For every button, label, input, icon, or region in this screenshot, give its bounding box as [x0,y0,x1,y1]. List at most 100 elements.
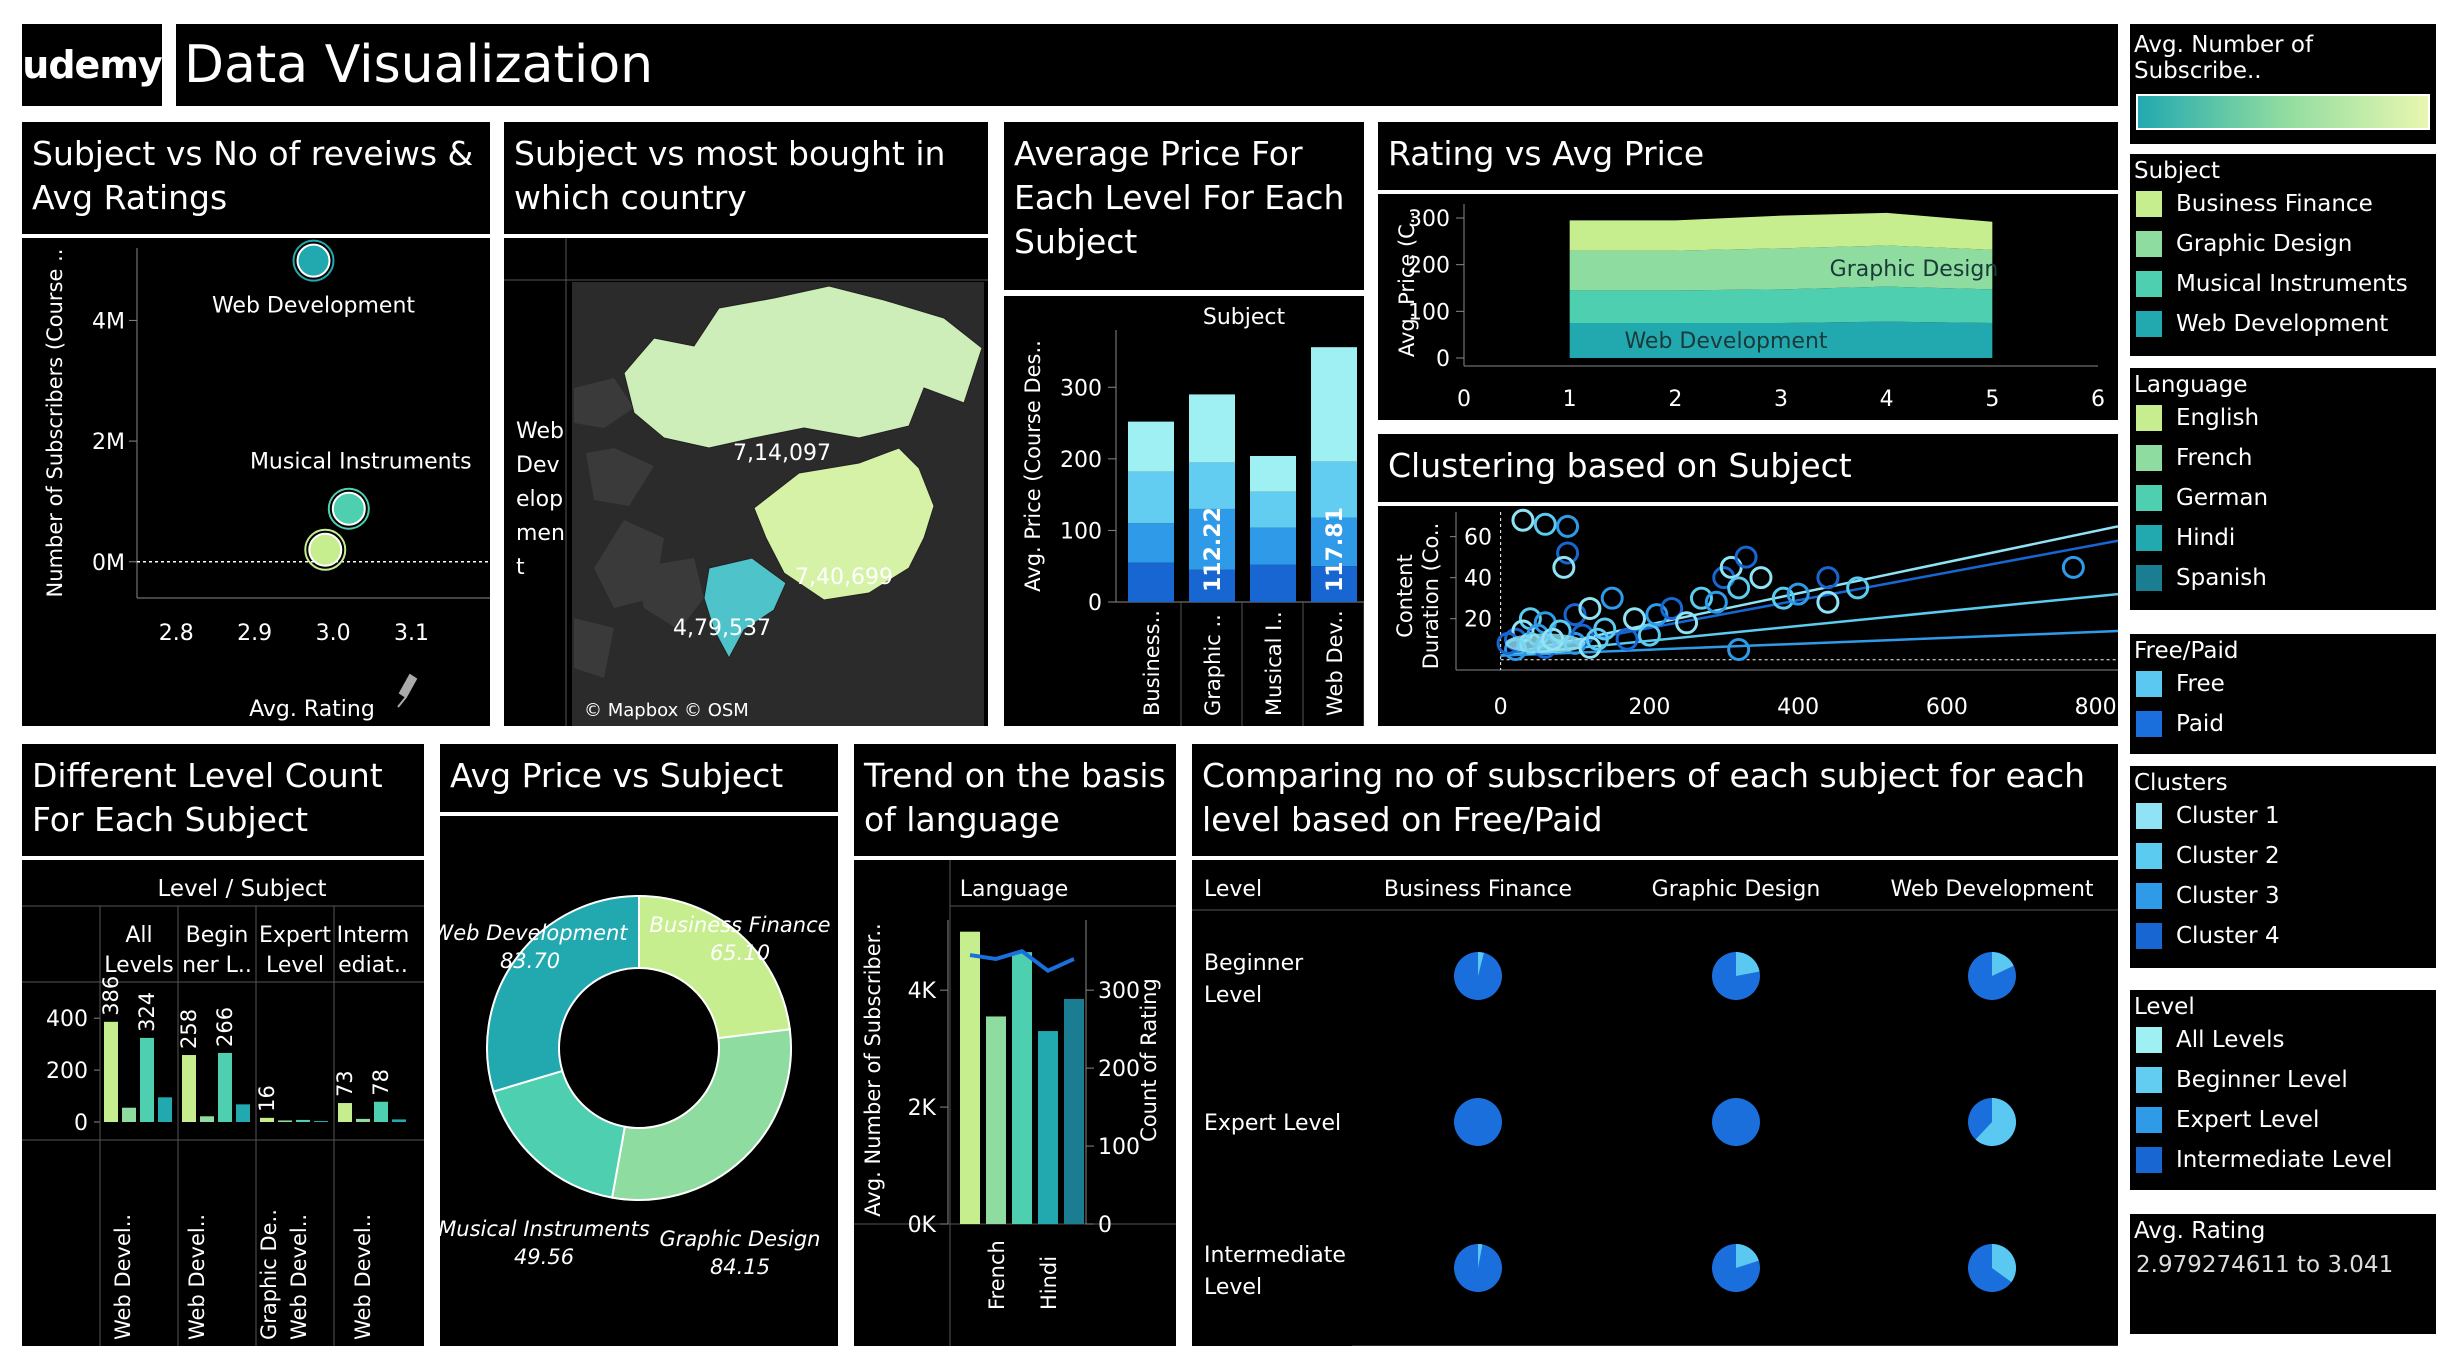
language-legend-item[interactable]: English [2130,398,2436,438]
header-panel: Data Visualization [176,24,2118,106]
rating-filter[interactable]: Avg. Rating 2.979274611 to 3.041 [2130,1214,2436,1334]
x-tick-label: Business.. [1140,610,1164,716]
scatter-chart-panel: 0M 2M 4M 2.8 2.9 3.0 3.1 Avg. Rating Number of S… [22,238,490,726]
level-bar [296,1119,310,1122]
y-axis-title: Content [1393,554,1417,638]
cluster-point [1556,541,1580,565]
language-legend-item[interactable]: German [2130,478,2436,518]
column-header: Business Finance [1384,877,1572,902]
y-tick-label: 4M [92,309,125,334]
donut-chart: Business Finance 65.10 Graphic Design 84.15… [440,894,831,1279]
row-label: Beginner [1204,951,1304,976]
cluster-point [1511,508,1535,532]
swatch [2136,445,2162,471]
stacked-bar-segment [1250,455,1296,492]
x-tick-label: 0 [1494,695,1508,720]
clusters-legend-item[interactable]: Cluster 1 [2130,796,2436,836]
y-tick-label: 0M [92,551,125,576]
y2-tick-label: 0 [1098,1213,1112,1238]
rating-price-chart: 0 100 200 300 0 1 2 3 4 5 6 Avg. Price (C.. Graphic … [1395,204,2105,412]
level-legend-item[interactable]: Intermediate Level [2130,1140,2436,1180]
clusters-legend-item[interactable]: Cluster 3 [2130,876,2436,916]
cluster-point [1771,586,1795,610]
pie-paid [1454,1098,1502,1146]
freepaid-legend-item[interactable]: Paid [2130,704,2436,744]
rating-filter-title: Avg. Rating [2134,1218,2266,1244]
level-legend-item[interactable]: Beginner Level [2130,1060,2436,1100]
clusters-legend-item[interactable]: Cluster 4 [2130,916,2436,956]
trend-chart: Language 0K 2K 4K 0 100 200 300 Avg. Number of S… [854,860,1176,1346]
scatter-point-halo [304,528,347,571]
row-label: Web [516,419,564,444]
trend-title-panel: Trend on the basis of language [854,744,1176,856]
data-label: 78 [369,1069,393,1096]
pin-icon [397,673,418,708]
subject-legend-item[interactable]: Business Finance [2130,184,2436,224]
legend-label: Musical Instruments [2176,271,2408,297]
language-legend-item[interactable]: Spanish [2130,558,2436,598]
swatch [2136,803,2162,829]
level-bar [338,1103,352,1122]
y2-tick-label: 100 [1098,1135,1140,1160]
swatch [2136,923,2162,949]
avgprice-title: Average Price For Each Level For Each Su… [1014,134,1345,261]
subject-legend-title: Subject [2134,158,2220,184]
legend-label: Business Finance [2176,191,2373,217]
level-legend-item[interactable]: Expert Level [2130,1100,2436,1140]
stacked-bar-segment [1311,566,1357,602]
y-axis-title: Number of Subscribers (Course .. [43,249,67,598]
cluster-point [1615,627,1639,651]
trend-line [1500,539,2118,657]
x-tick-label: Graphic .. [1201,614,1225,716]
level-bar [218,1052,232,1122]
language-legend-item[interactable]: Hindi [2130,518,2436,558]
language-legend: Language English French German Hindi Spa… [2130,368,2436,610]
map-title: Subject vs most bought in which country [514,134,946,217]
y-tick-label: 0K [908,1213,937,1238]
pie-paid [1712,1098,1760,1146]
level-legend-item[interactable]: All Levels [2130,1020,2436,1060]
legend-label: All Levels [2176,1027,2285,1053]
x-tick-label: 600 [1926,695,1968,720]
legend-label: Free [2176,671,2225,697]
level-bar [356,1118,370,1122]
map-land-other [574,378,664,678]
freepaid-legend-item[interactable]: Free [2130,664,2436,704]
subject-legend-item[interactable]: Web Development [2130,304,2436,344]
pie-free [1736,1244,1759,1268]
y-tick-label: 200 [46,1059,88,1084]
donut-chart-panel: Business Finance 65.10 Graphic Design 84.15… [440,816,838,1346]
donut-slice [610,1028,792,1201]
y-tick-label: 0 [1088,591,1102,616]
y-tick-label: 100 [1060,519,1102,544]
y-tick-label: 100 [1408,300,1450,325]
column-header: Web Development [1890,877,2093,902]
group-label: Begin [186,923,249,948]
trend-chart-panel: Language 0K 2K 4K 0 100 200 300 Avg. Number of S… [854,860,1176,1346]
subject-legend-item[interactable]: Musical Instruments [2130,264,2436,304]
cluster-point [2061,555,2085,579]
legend-label: Graphic Design [2176,231,2353,257]
data-label: 16 [255,1085,279,1112]
x-tick-label: 0 [1457,387,1471,412]
pie-free [1992,952,2014,976]
avgprice-chart: Subject 0 100 200 300 Avg. Price (Course Des.… [1021,305,1364,726]
subject-legend-item[interactable]: Graphic Design [2130,224,2436,264]
subject-label: Web Devel.. [287,1214,311,1340]
level-header: Level [1204,877,1262,902]
column-header: Graphic Design [1652,877,1821,902]
level-bar [374,1101,388,1122]
clusters-legend-title: Clusters [2134,770,2228,796]
level-header: Level / Subject [157,876,326,902]
compare-title-panel: Comparing no of subscribers of each subj… [1192,744,2118,856]
region-value: 7,40,699 [795,565,893,590]
y-axis-title: Avg. Price (C.. [1395,211,1419,357]
clusters-legend-item[interactable]: Cluster 2 [2130,836,2436,876]
rating-price-title: Rating vs Avg Price [1388,134,1705,173]
stacked-bar-segment [1189,462,1235,509]
group-label: Level [266,953,324,978]
language-legend-item[interactable]: French [2130,438,2436,478]
scatter-title: Subject vs No of reveiws & Avg Ratings [32,134,474,217]
legend-label: Web Development [2176,311,2389,337]
